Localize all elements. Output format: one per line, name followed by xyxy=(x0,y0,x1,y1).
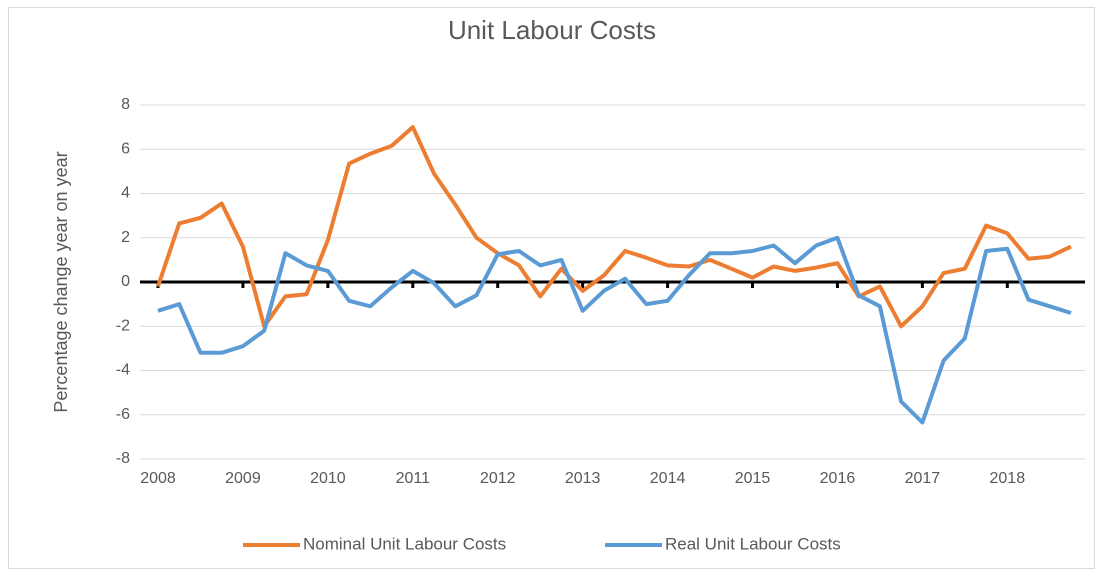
y-tick-label: 8 xyxy=(121,96,130,113)
x-tick-label: 2009 xyxy=(225,470,261,487)
y-tick-label: -2 xyxy=(116,317,130,334)
chart-title: Unit Labour Costs xyxy=(448,15,656,45)
y-tick-label: -4 xyxy=(116,362,130,379)
x-tick-label: 2018 xyxy=(990,470,1026,487)
x-tick-label: 2013 xyxy=(565,470,601,487)
chart-border xyxy=(8,7,1095,569)
x-tick-label: 2008 xyxy=(140,470,176,487)
series-line xyxy=(156,125,1072,329)
legend-label: Real Unit Labour Costs xyxy=(665,534,841,553)
series-line xyxy=(157,235,1072,425)
y-tick-label: 0 xyxy=(121,273,130,290)
x-tick-label: 2012 xyxy=(480,470,516,487)
x-tick-label: 2016 xyxy=(820,470,856,487)
x-tick-label: 2011 xyxy=(396,470,431,487)
x-tick-label: 2010 xyxy=(310,470,346,487)
legend-label: Nominal Unit Labour Costs xyxy=(303,534,506,553)
y-tick-label: -8 xyxy=(116,450,130,467)
y-tick-label: 4 xyxy=(121,185,130,202)
x-tick-label: 2014 xyxy=(650,470,686,487)
y-tick-label: -6 xyxy=(116,406,130,423)
y-axis-label: Percentage change year on year xyxy=(51,151,71,412)
x-tick-label: 2015 xyxy=(735,470,771,487)
y-tick-label: 2 xyxy=(121,229,130,246)
y-tick-label: 6 xyxy=(121,140,130,157)
x-tick-label: 2017 xyxy=(905,470,941,487)
